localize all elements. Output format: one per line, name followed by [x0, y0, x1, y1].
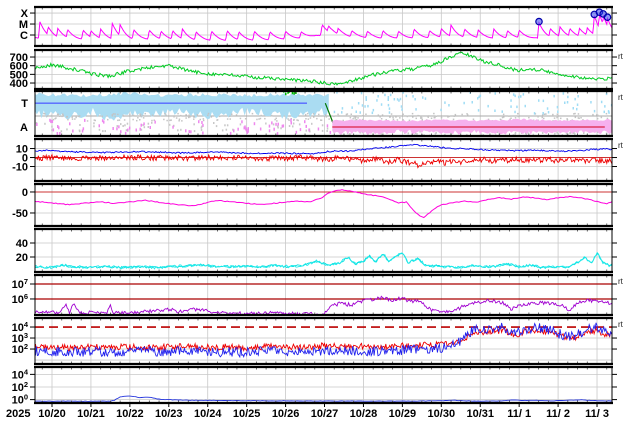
solar-wind-speed — [35, 51, 612, 86]
ytick-label-xray: C — [20, 30, 28, 42]
ytick-label-speed: 700 — [10, 52, 28, 64]
rt-label-electron: rt — [618, 277, 624, 286]
ytick-label-bottom: 100 — [12, 392, 28, 407]
rt-label-temp-density: rt — [618, 93, 624, 102]
xtick-label: 10/21 — [77, 408, 105, 420]
xtick-label: 10/25 — [233, 408, 261, 420]
xray-flux — [35, 14, 612, 41]
xtick-label: 11/ 3 — [585, 408, 609, 420]
rt-label-speed: rt — [618, 52, 624, 61]
year-label: 2025 — [6, 408, 30, 420]
ytick-label-proton: 102 — [12, 342, 28, 357]
ytick-label-dst: -50 — [12, 208, 28, 220]
xtick-label: 10/20 — [38, 408, 66, 420]
panel-dst: 0 -50 — [12, 182, 617, 228]
proton-flux-blue — [35, 322, 612, 359]
ytick-label-speed: 600 — [10, 61, 28, 73]
ytick-label-xray: M — [19, 19, 28, 31]
ytick-label-density: 20 — [16, 252, 28, 264]
density-trace-2 — [35, 252, 612, 270]
xtick-label: 10/30 — [428, 408, 456, 420]
xtick-label: 10/22 — [116, 408, 144, 420]
panel-xray: XMC — [19, 5, 617, 48]
pink-dashes-left — [36, 118, 332, 136]
ytick-label-bz: 10 — [16, 144, 28, 156]
ytick-label-electron: 106 — [12, 291, 28, 306]
cyan-dots-right — [333, 91, 612, 115]
xtick-label: 10/24 — [194, 408, 222, 420]
imf-bz — [35, 153, 612, 169]
density-trace-1 — [35, 251, 612, 269]
xtick-label: 10/29 — [389, 408, 417, 420]
dst-index — [35, 189, 612, 219]
ytick-label-temp-density: A — [20, 122, 28, 134]
ytick-label-speed: 500 — [10, 69, 28, 81]
ytick-label-temp-density: T — [21, 98, 28, 110]
panel-bz: 100-10 rt — [12, 137, 624, 183]
xtick-label: 11/ 2 — [546, 408, 570, 420]
gray-speckles-left-low — [35, 121, 329, 133]
xtick-label: 10/23 — [155, 408, 183, 420]
xtick-label: 10/27 — [311, 408, 339, 420]
ytick-label-bz: -10 — [12, 162, 28, 174]
ytick-label-bz: 0 — [22, 153, 28, 165]
ytick-label-xray: X — [21, 8, 29, 20]
xtick-label: 10/31 — [466, 408, 494, 420]
x-axis: 10/20 10/21 10/22 10/23 10/24 10/25 10/26 10/27… — [6, 403, 609, 420]
xtick-label: 11/ 1 — [507, 408, 531, 420]
bottom-flux — [35, 395, 612, 402]
temp-band — [35, 91, 329, 121]
ytick-label-electron: 107 — [12, 276, 28, 291]
xtick-label: 10/26 — [272, 408, 300, 420]
ytick-label-dst: 0 — [22, 187, 28, 199]
xtick-label: 10/28 — [350, 408, 378, 420]
ytick-label-density: 40 — [16, 238, 28, 250]
imf-bt — [35, 143, 612, 155]
rt-label-proton: rt — [618, 320, 624, 329]
rt-label-bz: rt — [618, 141, 624, 150]
ytick-label-speed: 400 — [10, 78, 28, 90]
transition-segment — [324, 102, 334, 124]
flagged-flare-markers — [535, 8, 612, 26]
